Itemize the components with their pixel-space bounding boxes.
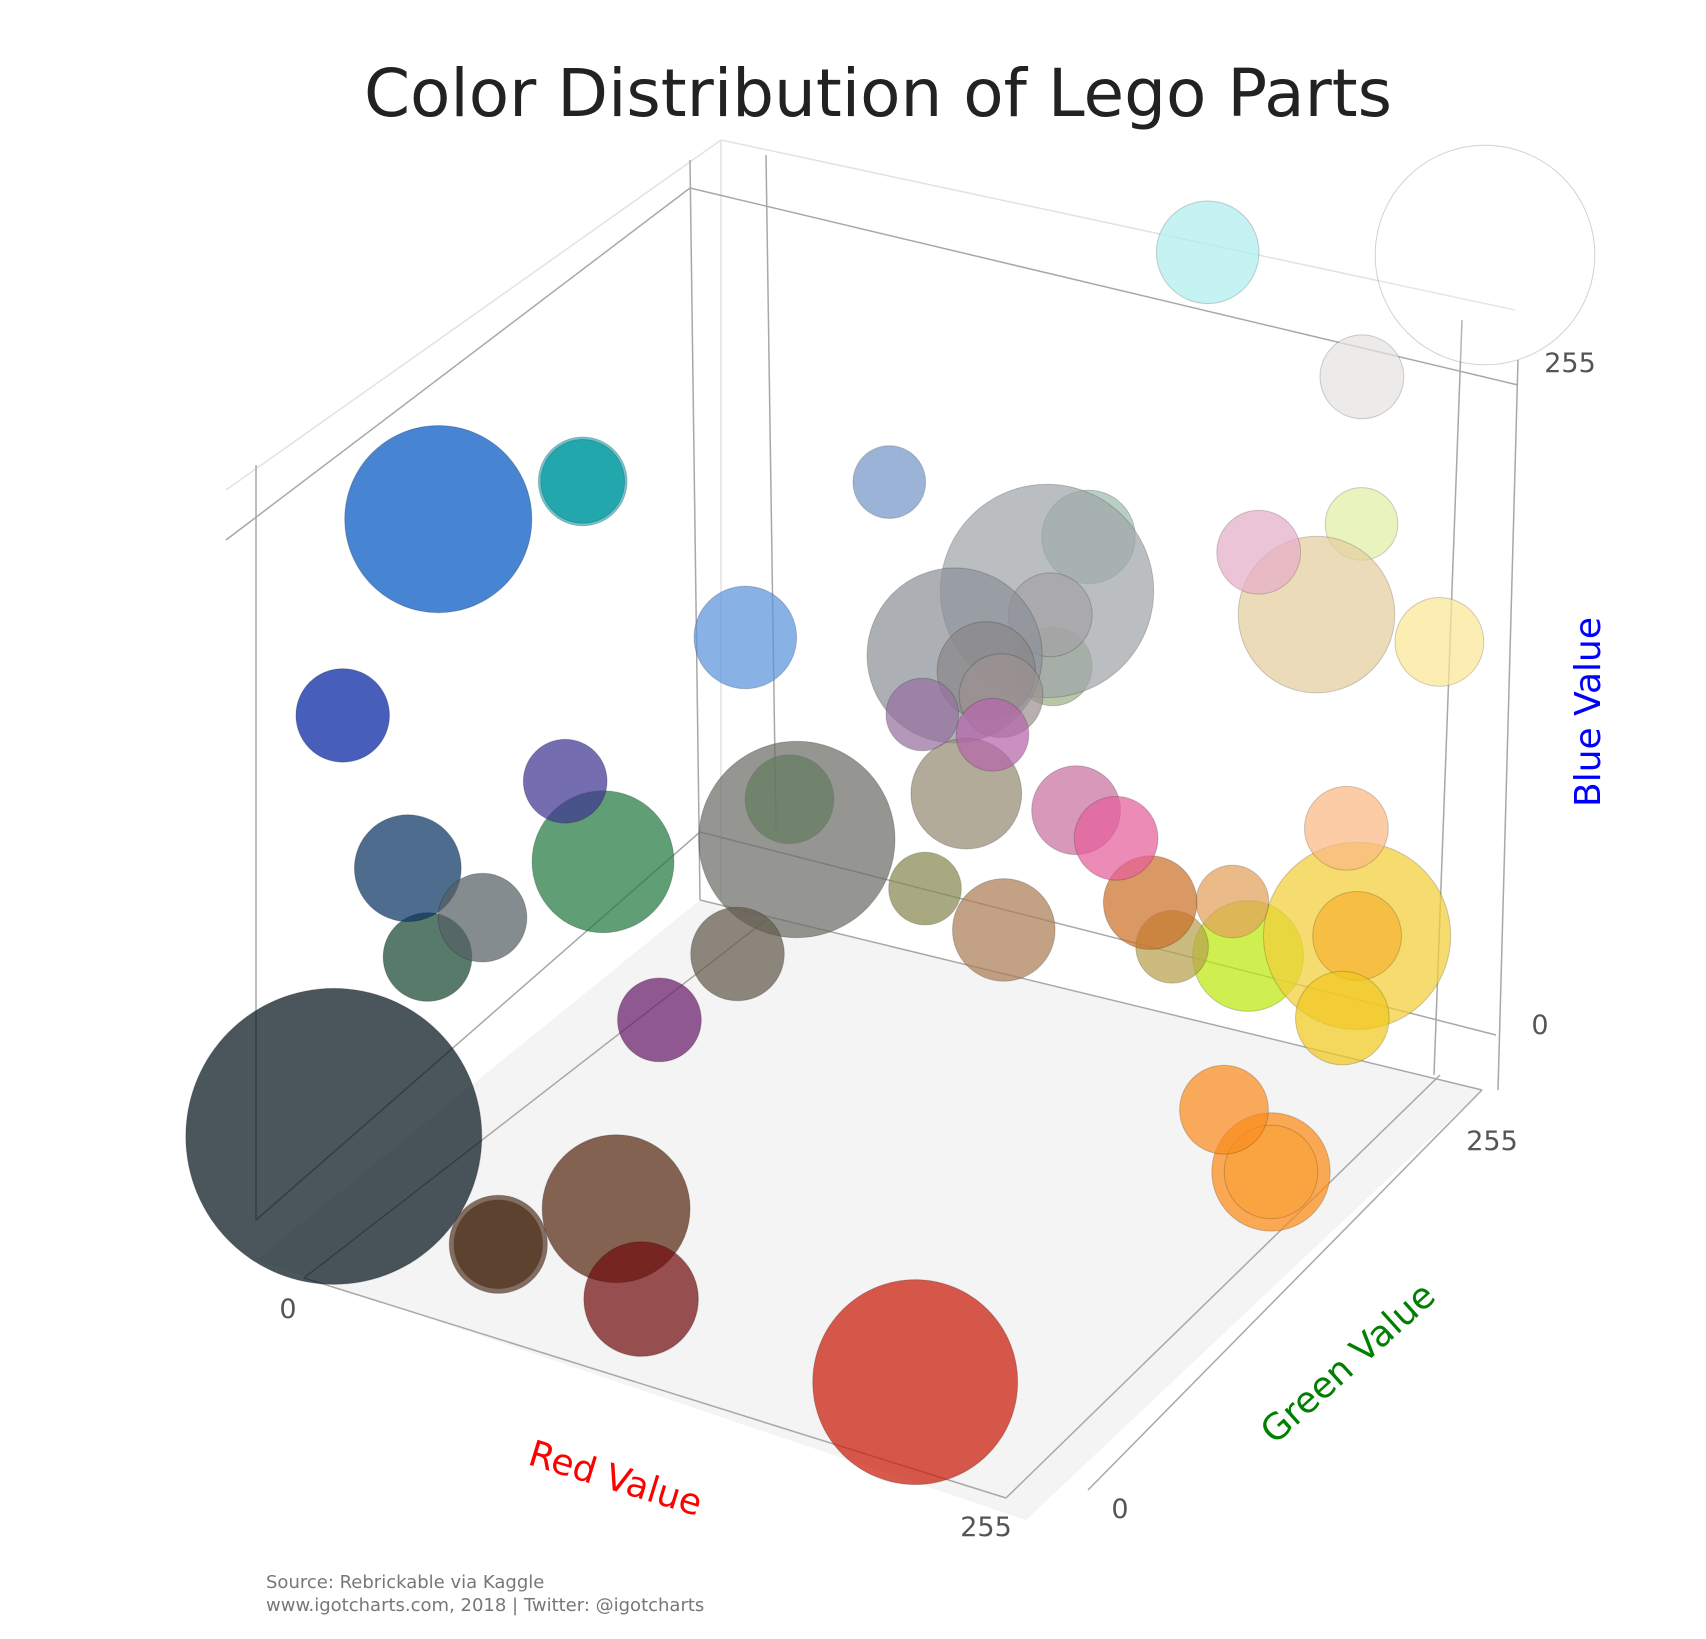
bubble-point	[812, 1279, 1019, 1486]
bubble-point	[1195, 864, 1270, 939]
red-tick-0: 0	[279, 1294, 296, 1325]
bubble-point	[437, 872, 528, 963]
bubble-point	[885, 677, 960, 752]
bubble-point	[698, 740, 896, 939]
red-tick-255: 255	[960, 1512, 1012, 1543]
bubble-point	[1319, 334, 1405, 420]
bubble-point	[1312, 891, 1402, 981]
bubble-point	[1394, 597, 1485, 687]
bubble-point	[522, 738, 608, 824]
bubble-point	[952, 878, 1056, 982]
blue-axis-label: Blue Value	[1568, 617, 1609, 807]
bubble-point	[353, 814, 462, 923]
bubble-point	[690, 906, 785, 1002]
bubble-point	[1216, 509, 1302, 595]
bubble-point	[295, 668, 391, 763]
bubble-point	[693, 585, 798, 690]
blue-tick-255: 255	[1544, 348, 1596, 379]
red-axis-label: Red Value	[524, 1433, 707, 1524]
bubble-point	[888, 851, 962, 926]
bubble-point	[1295, 970, 1390, 1066]
bubble-point	[344, 424, 533, 614]
bubble-point	[617, 977, 702, 1063]
chart-title: Color Distribution of Lego Parts	[364, 55, 1392, 132]
bubble-point	[852, 445, 927, 519]
bubble-point	[955, 698, 1030, 772]
bubble-point	[583, 1241, 699, 1357]
bubble-point	[185, 987, 483, 1285]
green-axis-label: Green Value	[1253, 1275, 1443, 1452]
green-tick-255: 255	[1466, 1126, 1518, 1157]
bubble-point	[448, 1194, 548, 1294]
footer-source: Source: Rebrickable via Kaggle	[266, 1572, 545, 1593]
bubble-point	[1374, 144, 1596, 366]
green-tick-0: 0	[1111, 1494, 1128, 1525]
bubble-point	[1073, 795, 1159, 881]
floor-pane	[256, 900, 1482, 1520]
bubble-layer	[185, 144, 1596, 1486]
bubble-point	[1155, 200, 1260, 305]
bubble-point	[1179, 1064, 1269, 1155]
bubble-point	[1304, 785, 1389, 871]
footer-credit: www.igotcharts.com, 2018 | Twitter: @igo…	[266, 1595, 705, 1616]
blue-tick-0: 0	[1531, 1010, 1548, 1041]
bubble-point	[1223, 1124, 1319, 1220]
bubble-point	[540, 439, 626, 524]
